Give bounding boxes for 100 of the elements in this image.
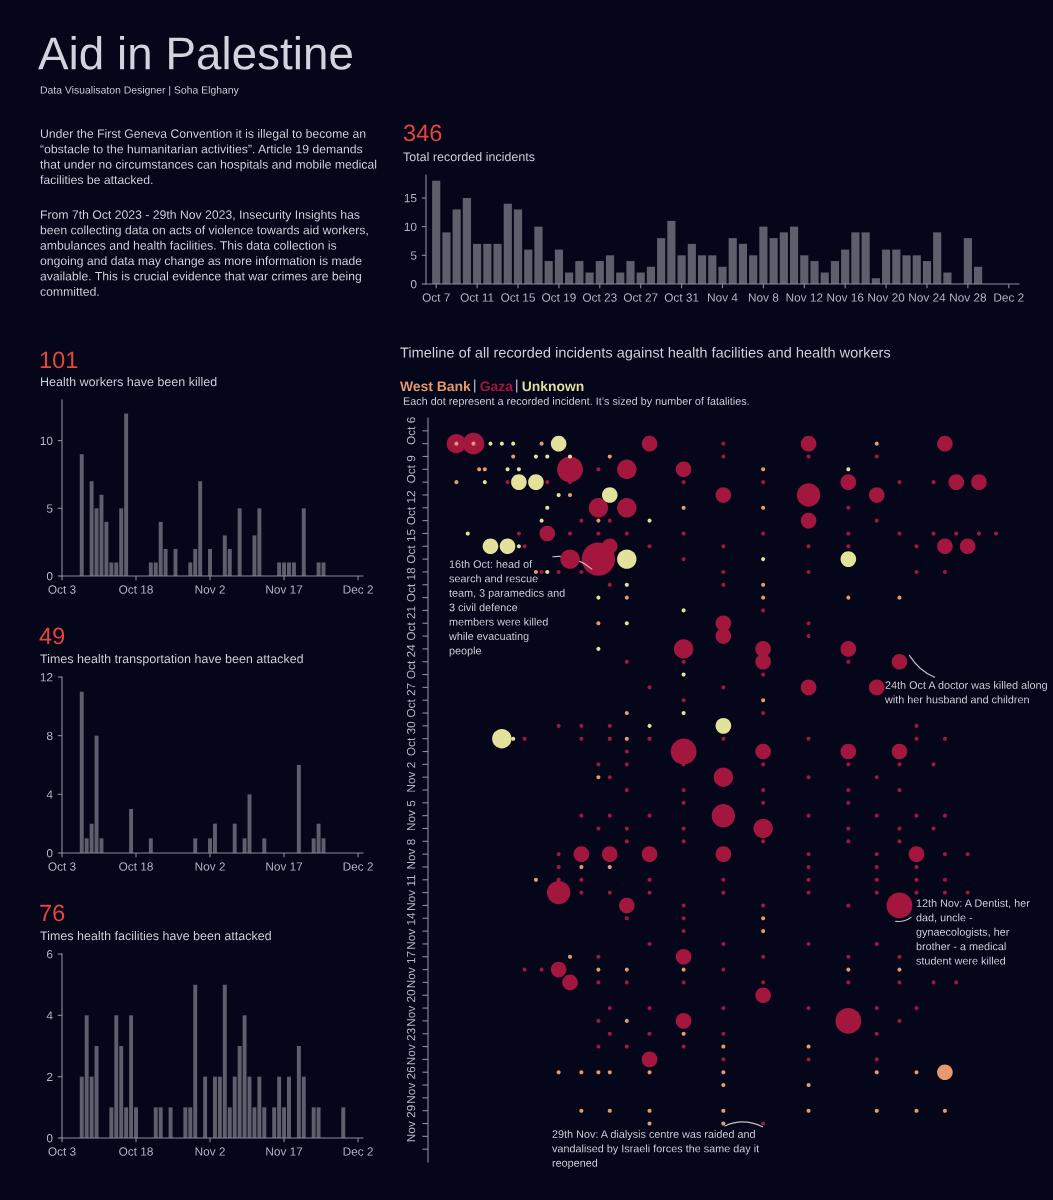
text: Unknown — [522, 381, 584, 392]
x-tick-label: Oct 18 — [119, 862, 153, 871]
chart-subtitle: Times health transportation have been attacked — [40, 654, 303, 666]
x-tick-label: Nov 17 — [266, 862, 303, 871]
y-tick-label: Oct 6 — [406, 417, 416, 445]
bar — [462, 197, 471, 284]
bar — [800, 255, 809, 284]
y-tick-label: 10 — [40, 436, 53, 446]
annotation: 29th Nov: A dialysis centre was raided and vandalised by Israeli forces the same day it reopened — [552, 1130, 760, 1169]
y-tick-label: Nov 11 — [407, 874, 416, 910]
x-tick-label: Nov 8 — [748, 293, 779, 302]
bar — [301, 508, 306, 576]
y-tick-label: Nov 2 — [406, 762, 416, 792]
chart-title: 76 — [40, 904, 65, 922]
y-tick-label: Oct 27 — [406, 683, 416, 718]
text: Aid in Palestine — [38, 36, 352, 70]
bar — [759, 226, 768, 284]
x-tick-label: Oct 15 — [501, 293, 535, 302]
x-tick-label: Dec 2 — [343, 1147, 373, 1156]
bar — [183, 1107, 188, 1138]
bar — [473, 243, 482, 284]
x-tick-label: Oct 7 — [422, 293, 450, 302]
bar — [262, 838, 267, 853]
y-tick-label: 15 — [404, 194, 417, 203]
text: West Bank — [400, 381, 471, 392]
y-tick-label: Nov 26 — [406, 1066, 416, 1103]
bar — [861, 232, 870, 284]
bar — [94, 735, 99, 853]
x-tick-label: Nov 20 — [868, 293, 905, 302]
bar — [316, 823, 321, 853]
x-tick-label: Oct 19 — [542, 293, 576, 302]
x-tick-label: Nov 2 — [195, 1147, 225, 1156]
y-tick-label: Oct 9 — [406, 455, 416, 483]
bar — [575, 261, 584, 284]
bar — [738, 243, 748, 284]
bar — [148, 838, 153, 853]
bar — [534, 226, 543, 284]
bar — [291, 562, 296, 576]
bar — [657, 238, 666, 284]
bar — [296, 765, 301, 853]
x-tick-label: Oct 3 — [48, 1147, 76, 1156]
bar — [585, 272, 594, 284]
y-tick-label: 5 — [46, 504, 53, 513]
y-tick-label: 5 — [410, 251, 417, 260]
y-tick-label: Oct 24 — [406, 644, 416, 679]
bar — [605, 255, 615, 284]
bar — [708, 255, 717, 284]
bar — [789, 226, 799, 284]
bar — [94, 1046, 99, 1138]
x-tick-label: Dec 2 — [343, 585, 373, 594]
y-tick-label: 0 — [46, 1134, 53, 1143]
bar — [851, 232, 860, 284]
y-tick-label: Oct 30 — [406, 721, 416, 756]
y-tick-label: Nov 5 — [407, 800, 416, 831]
x-tick-label: Nov 17 — [266, 585, 303, 594]
chart-title: Timeline of all recorded incidents against health facilities and health workers — [400, 347, 891, 361]
bar — [237, 508, 242, 576]
chart-title: 101 — [40, 351, 78, 369]
bar — [212, 823, 217, 853]
y-tick-label: Nov 20 — [406, 989, 416, 1026]
bar — [687, 243, 696, 284]
bar — [769, 238, 778, 284]
bar — [646, 266, 656, 284]
bar — [193, 838, 198, 853]
bar — [493, 243, 502, 284]
chart-subtitle: Each dot represent a recorded incident. It’s sized by number of fatalities. — [403, 397, 749, 408]
y-tick-label: Oct 21 — [406, 606, 416, 641]
bar — [513, 209, 523, 284]
bar — [892, 249, 901, 284]
bar — [483, 243, 492, 284]
bar — [749, 255, 758, 284]
bar — [316, 562, 321, 576]
bar — [841, 249, 850, 284]
bar — [203, 1076, 208, 1138]
bar — [595, 261, 604, 284]
x-tick-label: Oct 23 — [582, 293, 617, 302]
bar — [316, 1107, 321, 1138]
bar — [544, 261, 553, 284]
bar — [242, 1015, 247, 1138]
y-tick-label: 0 — [46, 849, 53, 858]
annotation: 16th Oct: head of search and rescue team, 3 paramedics and 3 civil defence members were killed while evacuating people — [448, 560, 565, 657]
text: From 7th Oct 2023 - 29th Nov 2023, Insecurity Insights has been collecting data on acts of violence towards aid workers, ambulances and health facilities. This data collection is ongoing and data may change as more information is made available. This is crucial evidence that war crimes are being committed. — [40, 210, 368, 296]
bar — [697, 255, 707, 284]
y-tick-label: 8 — [46, 731, 53, 741]
x-tick-label: Oct 31 — [664, 293, 699, 302]
bar — [503, 203, 512, 284]
bar — [341, 1107, 346, 1138]
bar — [79, 454, 84, 576]
x-tick-label: Oct 3 — [48, 862, 76, 871]
y-tick-label: 10 — [404, 222, 417, 232]
x-tick-label: Oct 18 — [119, 585, 153, 594]
x-tick-label: Dec 2 — [994, 293, 1024, 302]
y-tick-label: Oct 15 — [406, 529, 416, 564]
bar — [912, 255, 921, 284]
bar — [208, 548, 213, 576]
bar — [933, 232, 942, 284]
bar — [158, 1107, 163, 1138]
text: Under the First Geneva Convention it is illegal to become an “obstacle to the humanitarian activities”. Article 19 demands that under no circumstances can hospitals and mobile medical facilities be attacked. — [40, 129, 377, 185]
bar — [168, 1107, 173, 1138]
chart-title: 346 — [403, 124, 442, 142]
